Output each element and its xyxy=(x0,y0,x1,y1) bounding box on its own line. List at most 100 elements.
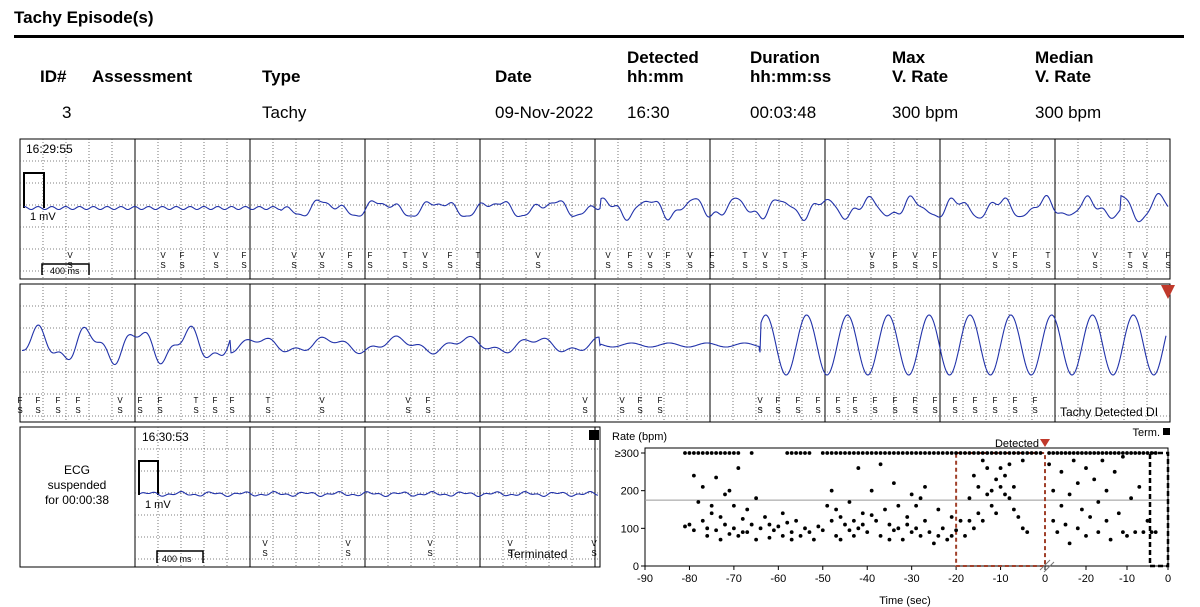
rate-point-post xyxy=(1059,469,1064,474)
rate-point xyxy=(989,451,994,455)
rate-point xyxy=(994,511,999,516)
rate-point xyxy=(878,533,883,538)
rate-point xyxy=(856,526,861,531)
beat-marker-sub: S xyxy=(687,261,692,270)
rate-point-post xyxy=(1067,451,1072,455)
beat-marker: TS xyxy=(1127,251,1132,270)
beat-marker-label: V xyxy=(757,396,763,405)
beat-marker-label: F xyxy=(893,251,898,260)
beat-marker: VS xyxy=(619,396,625,415)
rate-point xyxy=(963,451,967,455)
rate-point xyxy=(918,533,923,538)
rate-point-post xyxy=(1153,530,1158,534)
beat-marker-sub: S xyxy=(709,261,714,270)
rate-point-post xyxy=(1129,451,1133,455)
rate-point xyxy=(847,528,852,533)
rate-point xyxy=(709,511,714,516)
rate-point xyxy=(767,522,772,527)
beat-marker-label: V xyxy=(912,251,918,260)
beat-marker-label: V xyxy=(291,251,297,260)
rate-point xyxy=(1016,515,1021,519)
rate-point xyxy=(691,473,696,478)
rate-point xyxy=(687,522,692,527)
rate-point xyxy=(1038,451,1043,455)
beat-marker-label: F xyxy=(638,396,643,405)
rate-point-post xyxy=(1141,530,1146,534)
rate-point-post xyxy=(1116,451,1121,455)
strip3-end-marker xyxy=(589,430,599,440)
rate-point xyxy=(865,451,870,455)
beat-marker-label: V xyxy=(319,251,325,260)
rate-point xyxy=(900,451,905,455)
rate-point xyxy=(847,500,852,504)
header-max-rate-l1: Max xyxy=(892,48,926,67)
rate-point xyxy=(798,533,803,538)
rate-point xyxy=(860,451,865,455)
rate-point xyxy=(980,451,985,455)
beat-marker: FS xyxy=(932,251,937,270)
rate-point xyxy=(927,451,932,455)
beat-marker-label: F xyxy=(1013,396,1018,405)
rate-point xyxy=(758,526,763,531)
rate-point xyxy=(980,458,985,463)
rate-y-axis-label: Rate (bpm) xyxy=(612,431,667,443)
beat-marker: FS xyxy=(241,251,246,270)
beat-marker-sub: S xyxy=(852,406,857,415)
rate-point xyxy=(883,507,887,512)
rate-point xyxy=(851,533,856,538)
beat-marker-sub: S xyxy=(932,406,937,415)
rate-point xyxy=(843,451,847,455)
header-detected-l1: Detected xyxy=(627,48,699,67)
rate-point xyxy=(1003,492,1007,497)
rate-point xyxy=(1034,451,1039,455)
beat-marker-sub: S xyxy=(619,406,624,415)
beat-marker: TS xyxy=(475,251,480,270)
beat-marker-sub: S xyxy=(447,261,452,270)
beat-marker-sub: S xyxy=(1012,261,1017,270)
beat-marker-label: F xyxy=(993,396,998,405)
ecg-trace-3 xyxy=(139,490,599,498)
rate-point xyxy=(958,518,963,523)
beat-marker-sub: S xyxy=(815,406,820,415)
beat-marker: FS xyxy=(775,396,780,415)
tachy-detected-label: Tachy Detected DI xyxy=(1060,405,1158,419)
rate-point-post xyxy=(1116,511,1121,516)
rate-point xyxy=(829,488,834,493)
rate-point xyxy=(1007,496,1012,501)
rate-point xyxy=(896,451,901,455)
rate-point xyxy=(967,451,972,455)
beat-marker-label: T xyxy=(1046,251,1051,260)
rate-point xyxy=(718,515,723,519)
rate-plot-frame xyxy=(644,447,1169,567)
rate-point xyxy=(891,481,896,486)
beat-marker-sub: S xyxy=(507,549,512,558)
beat-marker: FS xyxy=(952,396,957,415)
rate-point xyxy=(731,451,736,455)
rate-point xyxy=(914,526,919,531)
rate-point-post xyxy=(1096,530,1101,534)
rate-point-post xyxy=(1055,530,1060,534)
strip-frame xyxy=(134,426,601,568)
rate-point-post xyxy=(1088,515,1092,519)
rate-point xyxy=(851,451,856,455)
beat-marker-sub: S xyxy=(1092,261,1097,270)
rate-point xyxy=(940,526,945,531)
beat-marker-label: F xyxy=(893,396,898,405)
header-id: ID# xyxy=(40,67,67,86)
rate-x-tick-label: -20 xyxy=(948,573,964,585)
rate-point xyxy=(976,511,981,516)
rate-point xyxy=(963,533,967,538)
rate-point-post xyxy=(1059,451,1064,455)
rate-point xyxy=(834,507,839,512)
rate-point xyxy=(785,451,790,455)
rate-point xyxy=(834,533,839,538)
beat-marker-label: F xyxy=(18,396,23,405)
rate-x-tick-label: -60 xyxy=(770,573,786,585)
rate-point-post xyxy=(1071,458,1076,463)
rate-point xyxy=(905,522,910,527)
beat-marker-sub: S xyxy=(319,261,324,270)
rate-point xyxy=(700,518,705,523)
beat-marker-sub: S xyxy=(535,261,540,270)
detected-marker-icon xyxy=(1161,285,1175,299)
rate-point xyxy=(736,533,741,538)
